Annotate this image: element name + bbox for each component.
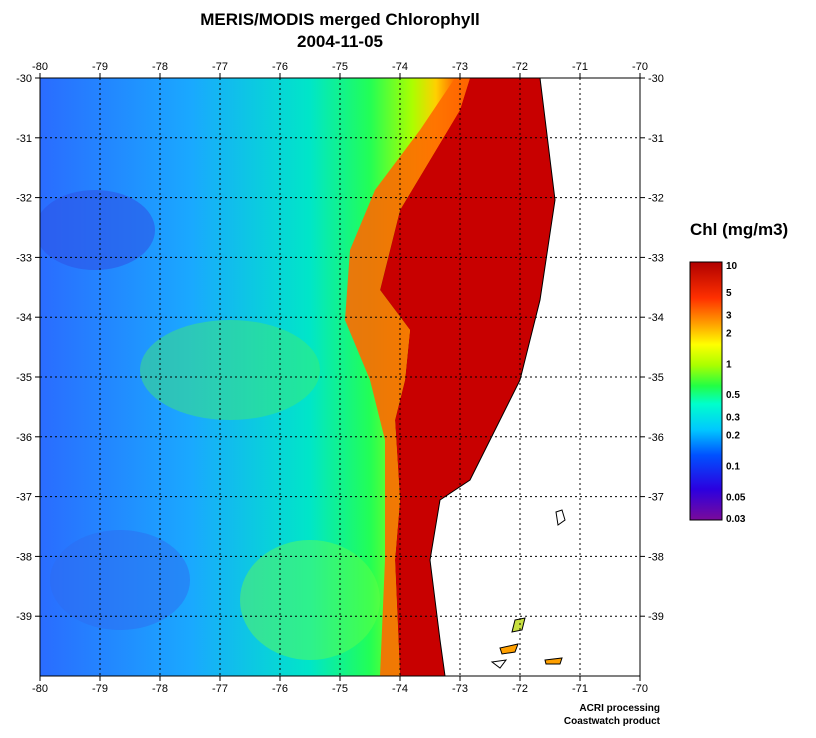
colorbar-labels: 10 5 3 2 1 0.5 0.3 0.2 0.1 0.05 0.03 bbox=[726, 261, 746, 525]
lon-tick-label-top: -76 bbox=[272, 61, 288, 73]
colorbar-tick-label: 0.2 bbox=[726, 431, 740, 442]
mid-high-chl-band bbox=[345, 78, 470, 676]
island bbox=[511, 617, 526, 633]
lon-tick-label-bottom: -73 bbox=[452, 683, 468, 695]
lon-tick-label-bottom: -79 bbox=[92, 683, 108, 695]
lat-tick-label-left: -37 bbox=[16, 492, 32, 504]
lat-tick-label-left: -39 bbox=[16, 611, 32, 623]
colorbar-tick-label: 3 bbox=[726, 310, 732, 321]
lat-tick-label-left: -36 bbox=[16, 432, 32, 444]
colorbar-tick-label: 5 bbox=[726, 288, 732, 299]
lon-tick-label-top: -79 bbox=[92, 61, 108, 73]
lon-tick-label-top: -73 bbox=[452, 61, 468, 73]
island bbox=[544, 657, 563, 665]
lat-tick-label-right: -37 bbox=[648, 492, 664, 504]
lat-tick-label-right: -30 bbox=[648, 73, 664, 85]
lon-tick-label-bottom: -74 bbox=[392, 683, 408, 695]
colorbar bbox=[689, 261, 723, 521]
island bbox=[490, 659, 508, 669]
lat-tick-label-left: -32 bbox=[16, 193, 32, 205]
island bbox=[555, 509, 566, 526]
lon-tick-label-bottom: -71 bbox=[572, 683, 588, 695]
lat-tick-label-left: -38 bbox=[16, 551, 32, 563]
island bbox=[499, 643, 519, 655]
lat-tick-label-left: -31 bbox=[16, 133, 32, 145]
lat-tick-label-right: -36 bbox=[648, 432, 664, 444]
lat-tick-label-left: -30 bbox=[16, 73, 32, 85]
lon-tick-label-top: -78 bbox=[152, 61, 168, 73]
graticule bbox=[40, 78, 640, 676]
low-chl-patch bbox=[50, 530, 190, 630]
lon-tick-label-bottom: -70 bbox=[632, 683, 648, 695]
lon-tick-label-top: -70 bbox=[632, 61, 648, 73]
axis-ticks: -80 -80 -79 -79 -78 -78 -77 -77 -76 -76 -75 -75 -74 -… bbox=[16, 61, 664, 695]
lat-tick-label-right: -34 bbox=[648, 312, 664, 324]
colorbar-tick-label: 0.1 bbox=[726, 462, 740, 473]
high-chl-band bbox=[380, 78, 555, 676]
lat-tick-label-left: -34 bbox=[16, 312, 32, 324]
lat-tick-label-right: -32 bbox=[648, 193, 664, 205]
lon-tick-label-bottom: -78 bbox=[152, 683, 168, 695]
colorbar-tick-label: 2 bbox=[726, 328, 732, 339]
lon-tick-label-top: -77 bbox=[212, 61, 228, 73]
colorbar-tick-label: 0.03 bbox=[726, 514, 746, 525]
lon-tick-label-bottom: -77 bbox=[212, 683, 228, 695]
lat-tick-label-right: -33 bbox=[648, 252, 664, 264]
lon-tick-label-top: -75 bbox=[332, 61, 348, 73]
mid-chl-patch bbox=[240, 540, 380, 660]
credit-processing: ACRI processing bbox=[579, 703, 660, 714]
map-date: 2004-11-05 bbox=[296, 32, 384, 51]
lat-tick-label-left: -35 bbox=[16, 372, 32, 384]
credit-product: Coastwatch product bbox=[563, 716, 660, 727]
colorbar-tick-label: 0.3 bbox=[726, 413, 740, 424]
lon-tick-label-bottom: -76 bbox=[272, 683, 288, 695]
lat-tick-label-right: -31 bbox=[648, 133, 664, 145]
lat-tick-label-right: -35 bbox=[648, 372, 664, 384]
lat-tick-label-left: -33 bbox=[16, 252, 32, 264]
lon-tick-label-top: -71 bbox=[572, 61, 588, 73]
map-title: MERIS/MODIS merged Chlorophyll bbox=[200, 10, 480, 29]
lat-tick-label-right: -39 bbox=[648, 611, 664, 623]
colorbar-tick-label: 10 bbox=[726, 261, 738, 272]
lon-tick-label-top: -80 bbox=[32, 61, 48, 73]
lat-tick-label-right: -38 bbox=[648, 551, 664, 563]
lon-tick-label-bottom: -80 bbox=[32, 683, 48, 695]
lon-tick-label-bottom: -75 bbox=[332, 683, 348, 695]
colorbar-title: Chl (mg/m3) bbox=[690, 220, 789, 239]
low-chl-patch bbox=[40, 190, 155, 270]
colorbar-tick-label: 0.05 bbox=[726, 492, 746, 503]
lon-tick-label-top: -74 bbox=[392, 61, 408, 73]
mid-chl-patch bbox=[140, 320, 320, 420]
colorbar-tick-label: 1 bbox=[726, 359, 732, 370]
lon-tick-label-top: -72 bbox=[512, 61, 528, 73]
colorbar-tick-label: 0.5 bbox=[726, 390, 740, 401]
lon-tick-label-bottom: -72 bbox=[512, 683, 528, 695]
